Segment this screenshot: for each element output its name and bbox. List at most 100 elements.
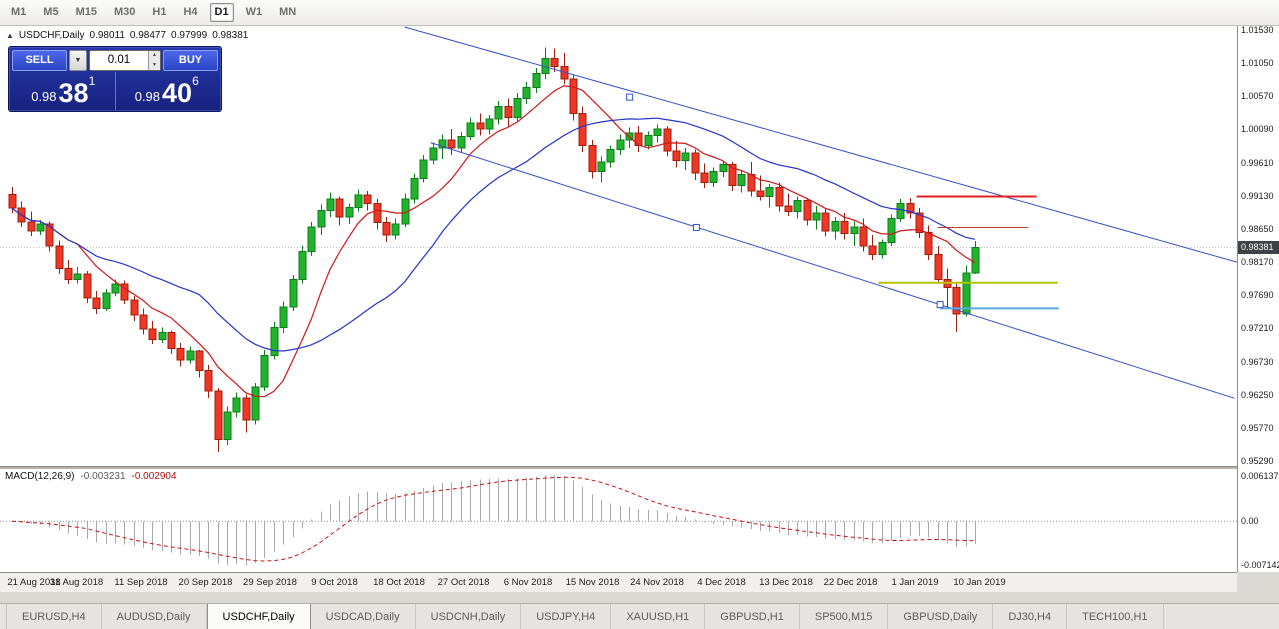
timeframe-button-m5[interactable]: M5 [43, 6, 59, 18]
date-axis-label: 22 Dec 2018 [823, 577, 878, 588]
macd-signal-line [11, 476, 976, 562]
date-axis-label: 15 Nov 2018 [565, 577, 620, 588]
price-axis-label: 0.96730 [1241, 356, 1274, 367]
price-axis-label: 1.01050 [1241, 58, 1274, 69]
buy-button[interactable]: BUY [163, 50, 218, 71]
timeframe-button-m1[interactable]: M1 [11, 6, 27, 18]
trendline-anchor-marker[interactable] [626, 93, 634, 101]
chart-tab-sp500-m15[interactable]: SP500,M15 [800, 604, 889, 629]
macd-axis-top: 0.006137 [1241, 471, 1279, 481]
chart-tab-gbpusd-daily[interactable]: GBPUSD,Daily [888, 604, 994, 629]
date-axis-label: 27 Oct 2018 [437, 577, 490, 588]
price-axis[interactable]: 1.01530 1.01050 1.00570 1.00090 0.99610 0.991… [1237, 25, 1279, 572]
timeframe-button-m15[interactable]: M15 [75, 6, 97, 18]
quotes-row: 0.98 38 1 0.98 40 6 [12, 72, 218, 110]
timeframe-button-w1[interactable]: W1 [245, 6, 263, 18]
chart-tab-bar: EURUSD,H4 AUDUSD,Daily USDCHF,Daily USDCAD,… [0, 603, 1279, 629]
macd-name-label: MACD(12,26,9) [5, 471, 75, 482]
macd-histogram [20, 474, 977, 566]
date-axis-label: 6 Nov 2018 [503, 577, 553, 588]
one-click-trading-panel: SELL ▼ 0.01 ▲ ▼ BUY 0.98 [8, 46, 222, 112]
bid-quote-button[interactable]: 0.98 38 1 [12, 72, 115, 110]
date-axis-label: 11 Sep 2018 [114, 577, 168, 588]
ask-quote-button[interactable]: 0.98 40 6 [114, 72, 219, 110]
bid-price-prefix: 0.98 [31, 89, 57, 104]
date-axis-label: 31 Aug 2018 [49, 577, 104, 588]
spinner-down-icon[interactable]: ▼ [152, 61, 157, 68]
trendline-anchor-marker[interactable] [936, 301, 944, 309]
ask-price-prefix: 0.98 [134, 89, 161, 104]
symbol-period-label: USDCHF,Daily [18, 30, 85, 41]
date-axis-label: 1 Jan 2019 [891, 577, 939, 588]
date-axis-label: 24 Nov 2018 [630, 577, 684, 588]
price-axis-label: 0.95290 [1241, 455, 1274, 466]
macd-indicator-pane[interactable]: MACD(12,26,9) -0.003231 -0.002904 [0, 469, 1237, 572]
macd-signal-value: -0.002904 [131, 471, 177, 482]
chart-tab-gbpusd-h1[interactable]: GBPUSD,H1 [705, 604, 800, 629]
price-chart-pane[interactable]: ▲ USDCHF,Daily 0.98011 0.98477 0.97999 0… [0, 26, 1237, 466]
chart-tab-audusd-daily[interactable]: AUDUSD,Daily [102, 604, 207, 629]
macd-main-value: -0.003231 [80, 471, 126, 482]
macd-axis-bottom: -0.007142 [1241, 560, 1279, 570]
chart-tab-usdcnh-daily[interactable]: USDCNH,Daily [416, 604, 522, 629]
open-value: 0.98011 [89, 30, 125, 41]
ma-slow-line [11, 117, 976, 352]
chart-tab-usdjpy-h4[interactable]: USDJPY,H4 [521, 604, 612, 629]
channel-trendline[interactable] [430, 142, 1235, 399]
low-value: 0.97999 [171, 30, 208, 41]
chart-tab-usdchf-daily[interactable]: USDCHF,Daily [206, 604, 311, 629]
chevron-down-icon: ▼ [74, 57, 82, 64]
price-axis-label: 1.01530 [1241, 25, 1274, 36]
chart-tab-dj30-h4[interactable]: DJ30,H4 [993, 604, 1068, 629]
price-axis-label: 0.97210 [1241, 323, 1274, 334]
price-axis-label: 0.95770 [1241, 422, 1274, 433]
bid-price-big-digits: 38 [58, 78, 89, 108]
chart-area[interactable]: ▲ USDCHF,Daily 0.98011 0.98477 0.97999 0… [0, 26, 1237, 592]
ask-price-pipette: 6 [192, 74, 199, 88]
macd-axis-zero: 0.00 [1241, 516, 1259, 527]
price-axis-label: 0.98170 [1241, 257, 1274, 268]
chart-tab-usdcad-daily[interactable]: USDCAD,Daily [311, 604, 416, 629]
price-axis-label: 0.96250 [1241, 389, 1274, 400]
ma-fast-line [11, 85, 976, 398]
ask-price-big-digits: 40 [162, 78, 193, 108]
one-click-panel-toggle-icon[interactable]: ▲ [6, 31, 14, 40]
chart-tab-eurusd-h4[interactable]: EURUSD,H4 [6, 604, 102, 629]
high-value: 0.98477 [129, 30, 167, 41]
chart-tab-xauusd-h1[interactable]: XAUUSD,H1 [611, 604, 706, 629]
volume-value: 0.01 [107, 54, 131, 66]
volume-input[interactable]: 0.01 ▲ ▼ [89, 50, 161, 71]
price-axis-label: 0.99610 [1241, 157, 1274, 168]
date-axis-label: 4 Dec 2018 [697, 577, 746, 588]
macd-title: MACD(12,26,9) -0.003231 -0.002904 [5, 471, 177, 482]
chart-tab-tech100-h1[interactable]: TECH100,H1 [1067, 604, 1164, 629]
close-value: 0.98381 [212, 30, 249, 41]
macd-svg [0, 474, 1237, 566]
timeframe-button-m30[interactable]: M30 [113, 6, 136, 18]
volume-spinner: ▲ ▼ [148, 51, 160, 70]
price-axis-label: 1.00090 [1241, 124, 1274, 135]
sell-button[interactable]: SELL [12, 50, 67, 71]
price-axis-label: 0.99130 [1241, 190, 1274, 201]
price-axis-label: 0.98650 [1241, 223, 1274, 234]
date-axis-label: 18 Oct 2018 [373, 577, 425, 588]
chart-title: ▲ USDCHF,Daily 0.98011 0.98477 0.97999 0… [6, 30, 248, 41]
candles-layer [8, 47, 980, 452]
timeframe-button-mn[interactable]: MN [279, 6, 297, 18]
date-axis-label: 13 Dec 2018 [759, 577, 813, 588]
pane-splitter[interactable] [0, 466, 1237, 469]
timeframe-button-h4[interactable]: H4 [183, 6, 198, 18]
date-axis-label: 10 Jan 2019 [953, 577, 1006, 588]
timeframe-button-h1[interactable]: H1 [152, 6, 167, 18]
date-axis-label: 21 Aug 2018 [7, 577, 61, 588]
timeframe-button-d1[interactable]: D1 [209, 3, 234, 22]
date-axis-label: 20 Sep 2018 [178, 577, 233, 588]
volume-dropdown-button[interactable]: ▼ [69, 50, 87, 71]
price-axis-label: 1.00570 [1241, 91, 1274, 102]
date-axis[interactable]: 21 Aug 2018 31 Aug 2018 11 Sep 2018 20 Sep … [0, 572, 1237, 592]
channel-trendline[interactable] [404, 26, 1237, 263]
trendline-anchor-marker[interactable] [692, 223, 700, 231]
spinner-up-icon[interactable]: ▲ [152, 52, 157, 58]
bid-price-pipette: 1 [88, 74, 96, 88]
timeframe-toolbar: M1 M5 M15 M30 H1 H4 D1 W1 MN [0, 0, 1279, 26]
